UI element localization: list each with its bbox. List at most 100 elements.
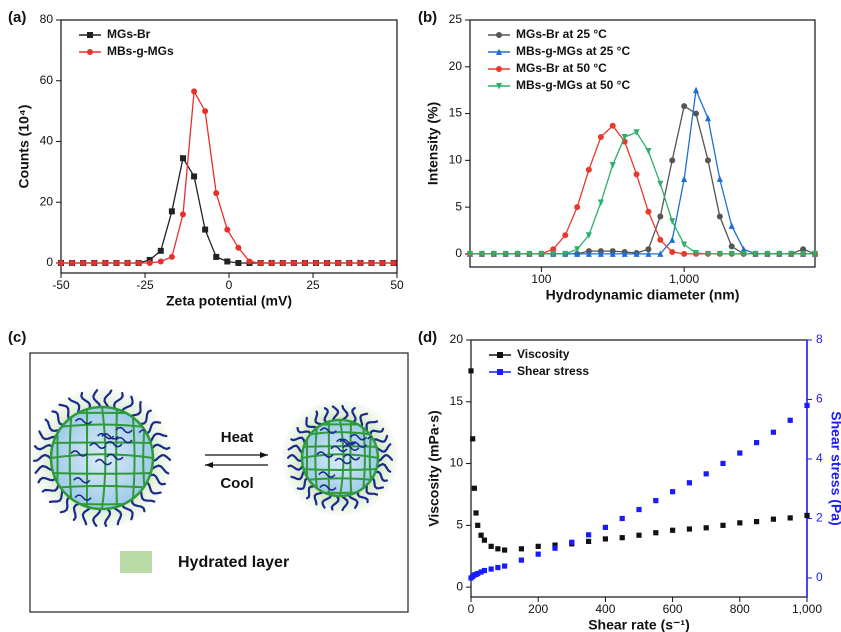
mesh-chain <box>330 445 348 453</box>
marker <box>146 256 153 263</box>
marker <box>179 155 186 162</box>
marker <box>550 246 557 253</box>
marker <box>670 527 676 533</box>
marker <box>812 250 818 258</box>
marker <box>602 524 608 530</box>
marker <box>800 250 807 258</box>
marker <box>770 516 776 522</box>
marker <box>686 526 692 532</box>
legend-label: MGs-Br at 50 °C <box>516 61 607 75</box>
marker <box>703 471 709 477</box>
mesh-chain <box>318 471 336 478</box>
marker <box>716 250 723 258</box>
microgel-core <box>49 405 155 511</box>
mesh-chain <box>115 436 133 444</box>
marker <box>657 180 664 188</box>
marker <box>69 259 76 266</box>
marker <box>804 402 810 409</box>
diagram-frame <box>29 352 409 613</box>
legend-marker <box>87 32 93 38</box>
marker <box>179 211 186 218</box>
marker <box>224 258 231 265</box>
marker <box>800 246 807 253</box>
marker <box>740 245 747 253</box>
y2-tick-label: 2 <box>816 511 823 525</box>
series <box>58 88 397 266</box>
mesh-chain <box>106 453 124 461</box>
marker <box>804 512 810 519</box>
marker <box>681 241 688 249</box>
y2-axis-title: Shear stress (Pa) <box>828 411 841 525</box>
y-tick-label: 40 <box>40 134 54 148</box>
marker <box>467 250 473 258</box>
marker <box>645 147 652 155</box>
series-line <box>470 105 816 255</box>
marker <box>514 250 521 258</box>
marker <box>538 250 545 258</box>
marker <box>770 429 776 435</box>
series-line <box>61 89 394 264</box>
mesh-chain <box>336 438 354 446</box>
marker <box>502 563 508 569</box>
marker <box>669 157 676 164</box>
marker <box>653 498 659 504</box>
marker <box>787 515 793 521</box>
marker <box>157 247 164 254</box>
marker <box>586 532 592 538</box>
marker <box>693 86 700 94</box>
x-axis-title: Zeta potential (mV) <box>166 293 292 309</box>
panel-label: (b) <box>418 9 437 26</box>
marker <box>58 259 64 266</box>
marker <box>552 545 558 551</box>
marker <box>135 259 142 266</box>
arrow-head <box>205 462 213 468</box>
marker <box>562 232 569 239</box>
marker <box>737 520 743 526</box>
y-tick-label: 0 <box>456 579 463 593</box>
marker <box>597 250 604 257</box>
marker <box>91 259 98 266</box>
marker <box>597 199 604 206</box>
panel-label: (a) <box>8 9 26 26</box>
y-tick-label: 80 <box>40 12 54 26</box>
y-axis-title: Counts (10⁴) <box>16 105 32 189</box>
marker <box>653 530 659 536</box>
legend-label: Viscosity <box>517 347 570 361</box>
mesh-line <box>131 407 136 509</box>
marker <box>728 250 735 258</box>
marker <box>621 250 628 257</box>
marker <box>470 436 476 442</box>
series <box>468 368 810 553</box>
x-tick-label: -25 <box>136 278 154 292</box>
y-axis-title: Viscosity (mPa·s) <box>426 410 442 526</box>
marker <box>552 542 558 548</box>
y-tick-label: 0 <box>46 255 53 269</box>
marker <box>224 226 231 233</box>
marker <box>478 569 484 575</box>
marker <box>313 259 320 266</box>
mesh-chain <box>89 442 107 450</box>
y-tick-label: 15 <box>449 106 463 120</box>
marker <box>693 249 700 257</box>
mesh-chain <box>115 426 133 434</box>
marker <box>657 250 664 257</box>
marker <box>716 213 723 220</box>
marker <box>518 557 524 563</box>
series <box>467 129 818 258</box>
marker <box>704 157 711 164</box>
marker <box>502 547 508 553</box>
heat-label: Heat <box>221 429 254 446</box>
x-tick-label: -50 <box>52 278 70 292</box>
marker <box>645 208 652 215</box>
marker <box>490 250 497 258</box>
legend-swatch <box>120 551 152 573</box>
legend-label: MBs-g-MGs <box>107 44 174 58</box>
marker <box>368 259 375 266</box>
marker <box>720 522 726 528</box>
marker <box>609 250 616 257</box>
marker <box>168 253 175 260</box>
marker <box>301 259 308 266</box>
x-tick-label: 400 <box>595 602 615 616</box>
marker <box>704 114 711 122</box>
